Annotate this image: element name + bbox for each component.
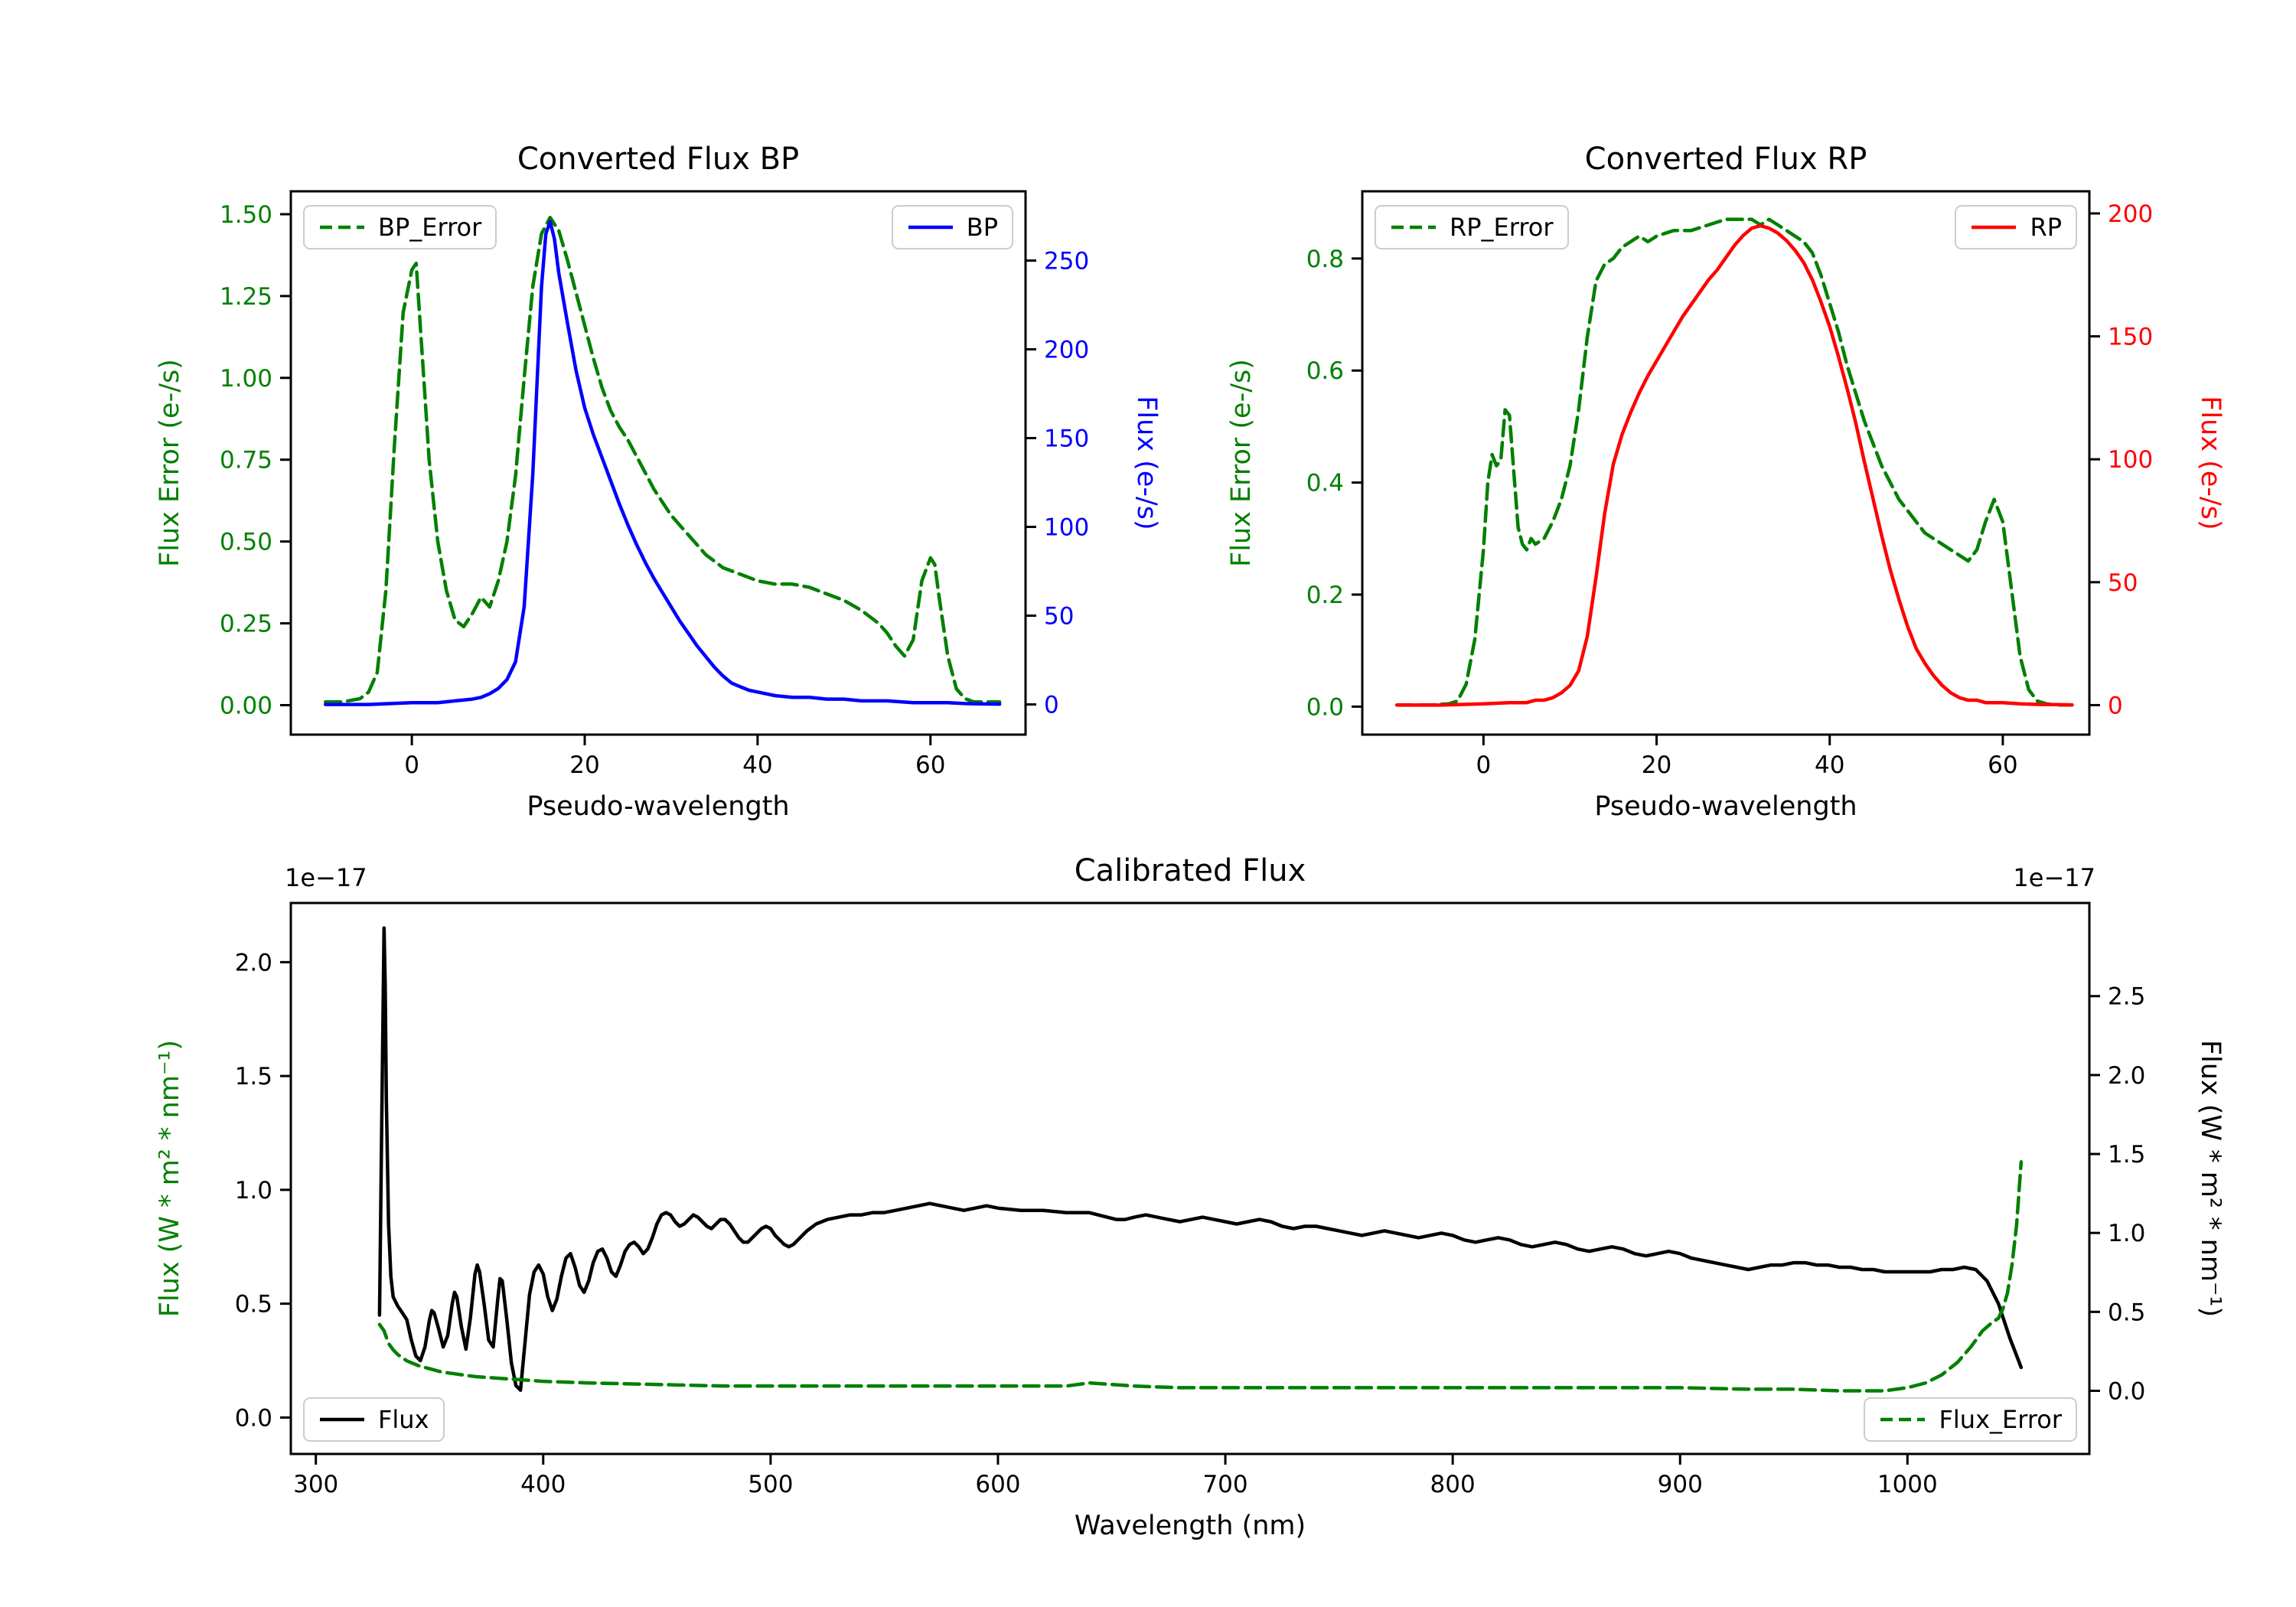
x-tick-label: 900 [1658,1471,1703,1498]
chart-title-rp: Converted Flux RP [1584,142,1867,177]
left-y-tick-label: 0.4 [1306,470,1344,497]
legend-label: BP [966,213,998,242]
legend-label: RP [2030,213,2062,242]
BP-line [323,220,1002,706]
axes-frame [289,190,1027,736]
left-y-tick-label: 1.0 [235,1177,272,1204]
left-y-axis-label-calibrated: Flux (W * m² * nm⁻¹) [155,1039,185,1318]
right-y-tick-label: 250 [1044,247,1089,275]
legend-flux-error: Flux_Error [1864,1397,2077,1442]
RP-line [1394,223,2074,707]
axes-frame [1361,190,2091,736]
right-y-tick-label: 50 [2108,569,2138,597]
right-y-tick-label: 200 [1044,337,1089,364]
x-axis-label-rp: Pseudo-wavelength [1594,791,1857,822]
x-tick-label: 500 [748,1471,793,1498]
legend-line-sample-icon [1391,225,1436,230]
right-y-axis-label-calibrated: Flux (W * m² * nm⁻¹) [2195,1039,2226,1318]
legend-line-sample-icon [1971,225,2017,230]
legend-label: BP_Error [378,213,482,242]
legend-line-sample-icon [320,225,364,230]
Flux-line [377,926,2024,1392]
x-tick-label: 40 [1815,751,1844,779]
calibrated-flux-plot-area: 300 400 500 600 700 800 900 1000 0.0 0.5 1.0 1.5 2.0… [235,901,2145,1498]
chart-title-bp: Converted Flux BP [517,142,800,177]
left-y-tick-label: 0.0 [235,1404,272,1432]
left-y-tick-label: 0.50 [220,529,272,556]
legend-bp: BP [891,205,1013,249]
right-y-tick-label: 100 [2108,446,2153,474]
left-y-tick-label: 1.25 [220,283,272,311]
right-y-tick-label: 0.0 [2108,1377,2145,1405]
x-tick-label: 0 [404,751,419,779]
x-tick-label: 600 [975,1471,1020,1498]
subplot-calibrated-flux: 300 400 500 600 700 800 900 1000 0.0 0.5 1.0 1.5 2.0… [155,854,2226,1541]
right-y-tick-label: 2.5 [2108,983,2145,1011]
Flux_Error-line [377,1160,2024,1393]
left-y-tick-label: 0.0 [1306,693,1344,721]
x-axis-label-calibrated: Wavelength (nm) [1074,1511,1306,1541]
legend-line-sample-icon [908,225,953,230]
left-y-tick-label: 0.5 [235,1291,272,1319]
BP_Error-line [323,215,1002,704]
x-axis-label-bp: Pseudo-wavelength [527,791,790,822]
right-y-tick-label: 100 [1044,514,1089,542]
legend-flux: Flux [303,1397,445,1442]
legend-bp-error: BP_Error [303,205,497,249]
x-tick-label: 60 [1988,751,2017,779]
left-y-tick-label: 1.50 [220,201,272,229]
legend-rp-error: RP_Error [1375,205,1569,249]
left-y-tick-label: 0.25 [220,611,272,638]
legend-label: Flux_Error [1939,1405,2062,1434]
bp-plot-area: 0 20 40 60 0.00 0.25 0.50 0.75 1.00 1.25 1.50 0 50 10… [220,190,1089,779]
left-y-tick-label: 0.6 [1306,357,1344,385]
legend-label: Flux [378,1405,429,1434]
left-y-tick-label: 0.8 [1306,246,1344,273]
left-y-tick-label: 1.5 [235,1063,272,1090]
right-y-tick-label: 150 [2108,324,2153,351]
legend-line-sample-icon [320,1417,364,1422]
x-tick-label: 400 [520,1471,566,1498]
x-tick-label: 1000 [1877,1471,1938,1498]
legend-label: RP_Error [1450,213,1554,242]
left-y-axis-label-bp: Flux Error (e-/s) [155,359,185,567]
right-y-tick-label: 200 [2108,200,2153,228]
left-y-axis-label-rp: Flux Error (e-/s) [1226,359,1257,567]
right-y-axis-label-rp: Flux (e-/s) [2195,396,2226,530]
right-y-tick-label: 150 [1044,425,1089,453]
x-tick-label: 60 [915,751,945,779]
x-tick-label: 40 [742,751,772,779]
right-y-axis-label-bp: Flux (e-/s) [1131,396,1162,530]
x-tick-label: 0 [1476,751,1491,779]
x-tick-label: 20 [569,751,599,779]
x-tick-label: 800 [1430,1471,1476,1498]
right-y-tick-label: 1.5 [2108,1141,2145,1169]
right-y-tick-label: 0 [1044,692,1059,719]
legend-rp: RP [1955,205,2077,249]
right-y-tick-label: 0 [2108,692,2123,719]
left-axis-offset-text: 1e−17 [285,863,367,892]
left-y-tick-label: 0.2 [1306,582,1344,609]
right-y-tick-label: 0.5 [2108,1299,2145,1326]
rp-plot-area: 0 20 40 60 0.0 0.2 0.4 0.6 0.8 0 50 100 150 200 [1306,190,2153,779]
axes-frame [289,901,2091,1455]
left-y-tick-label: 1.00 [220,365,272,393]
legend-line-sample-icon [1880,1417,1926,1422]
right-y-tick-label: 1.0 [2108,1220,2145,1247]
RP_Error-line [1394,217,2074,707]
left-y-tick-label: 2.0 [235,949,272,976]
x-tick-label: 20 [1642,751,1671,779]
left-y-tick-label: 0.00 [220,693,272,720]
right-axis-offset-text: 1e−17 [2013,863,2095,892]
chart-title-calibrated: Calibrated Flux [1074,853,1306,888]
right-y-tick-label: 50 [1044,603,1074,631]
subplot-converted-flux-bp: 0 20 40 60 0.00 0.25 0.50 0.75 1.00 1.25 1.50 0 50 10… [155,142,1162,822]
right-y-tick-label: 2.0 [2108,1062,2145,1090]
subplot-converted-flux-rp: 0 20 40 60 0.0 0.2 0.4 0.6 0.8 0 50 100 150 200 Conve… [1226,142,2226,822]
left-y-tick-label: 0.75 [220,447,272,474]
x-tick-label: 300 [293,1471,338,1498]
x-tick-label: 700 [1202,1471,1247,1498]
